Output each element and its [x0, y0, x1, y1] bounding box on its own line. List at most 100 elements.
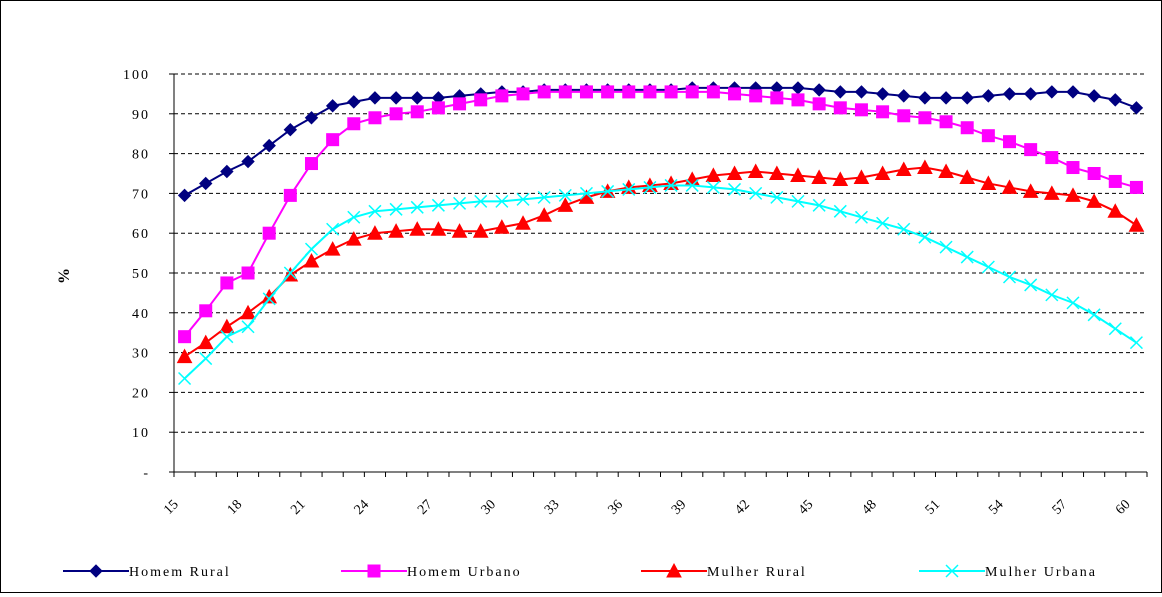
x-tick-label: 60 — [1113, 497, 1134, 518]
data-point — [1066, 296, 1080, 310]
y-tick-label: 60 — [132, 227, 150, 242]
data-point-stroke — [897, 222, 911, 236]
data-point — [368, 204, 382, 218]
data-point — [981, 129, 995, 143]
data-point-stroke — [368, 204, 382, 218]
data-point — [918, 111, 932, 125]
y-tick-label: 30 — [132, 347, 150, 362]
data-point — [770, 190, 784, 204]
data-point — [515, 215, 531, 230]
data-point — [1045, 151, 1059, 165]
data-point — [241, 320, 255, 334]
data-point-stroke — [558, 188, 572, 202]
data-point — [177, 188, 192, 203]
data-point — [283, 123, 298, 137]
data-point — [368, 91, 382, 105]
data-point — [536, 207, 553, 222]
data-point — [303, 253, 320, 268]
data-point-stroke — [854, 210, 868, 224]
data-point-stroke — [833, 204, 847, 218]
data-point-stroke — [199, 352, 213, 366]
data-point — [854, 85, 869, 99]
data-point — [874, 165, 891, 180]
data-point — [241, 154, 255, 169]
x-tick-label: 30 — [479, 497, 500, 518]
data-point — [770, 91, 784, 105]
data-point — [262, 138, 276, 153]
data-point — [1066, 161, 1080, 175]
data-point — [474, 194, 488, 208]
data-point — [325, 99, 340, 113]
data-point — [347, 95, 361, 109]
x-tick-label: 33 — [542, 497, 563, 518]
series-line — [184, 86, 1137, 197]
data-point — [812, 97, 826, 111]
data-point-stroke — [326, 222, 340, 236]
data-point — [240, 304, 256, 320]
data-point — [557, 197, 574, 212]
data-point — [853, 169, 870, 184]
data-point-stroke — [685, 178, 699, 192]
data-point — [917, 159, 933, 175]
data-point — [178, 371, 192, 386]
data-point — [431, 101, 445, 115]
y-tick-label: - — [143, 466, 150, 481]
legend-label: Mulher Rural — [707, 565, 807, 580]
legend-entry: Homem Urbano — [341, 564, 520, 580]
y-tick-label: 80 — [132, 148, 150, 163]
data-point — [347, 117, 361, 131]
data-point — [1107, 203, 1124, 218]
y-tick-label: 40 — [132, 307, 150, 322]
data-point — [495, 194, 509, 208]
data-point — [262, 292, 276, 306]
data-point — [706, 85, 720, 99]
data-point-stroke — [579, 186, 593, 200]
legend-entry: Mulher Urbana — [919, 564, 1095, 580]
data-point — [1129, 336, 1143, 350]
data-point — [197, 334, 214, 350]
y-tick-label: 70 — [132, 187, 150, 202]
data-point — [1024, 143, 1038, 157]
data-point-stroke — [749, 186, 763, 200]
y-tick-label: 10 — [132, 426, 150, 441]
data-point — [939, 115, 953, 129]
x-tick-label: 39 — [669, 497, 690, 518]
data-point — [410, 200, 424, 214]
data-point-stroke — [918, 230, 932, 244]
data-point — [601, 184, 615, 198]
data-point — [812, 83, 826, 97]
data-point — [833, 85, 848, 99]
data-point-stroke — [453, 196, 467, 210]
x-tick-label: 18 — [225, 497, 246, 518]
data-point — [854, 103, 868, 117]
data-point — [601, 85, 615, 99]
data-point — [474, 93, 488, 107]
data-point — [749, 186, 763, 200]
series-line — [183, 90, 1137, 338]
x-tick-label: 45 — [796, 497, 817, 518]
data-point — [918, 230, 932, 244]
data-point — [389, 202, 403, 216]
data-point — [938, 163, 954, 179]
data-point — [875, 87, 890, 101]
series-mulher-urbana — [178, 178, 1143, 386]
data-point — [388, 223, 404, 238]
data-point — [666, 562, 682, 578]
gridlines — [174, 73, 1147, 433]
y-axis-label: % — [56, 268, 73, 284]
data-point — [960, 250, 974, 264]
axes — [169, 73, 1148, 477]
series-homem-urbano — [178, 85, 1143, 344]
data-point — [89, 564, 103, 578]
data-point-stroke — [262, 292, 276, 306]
data-point-stroke — [1002, 270, 1017, 284]
data-point — [1022, 183, 1039, 198]
data-point — [897, 222, 911, 236]
data-point-stroke — [664, 178, 678, 192]
data-point — [220, 276, 234, 290]
data-point — [1002, 87, 1017, 101]
data-point-stroke — [812, 198, 826, 212]
data-point — [1045, 288, 1059, 302]
